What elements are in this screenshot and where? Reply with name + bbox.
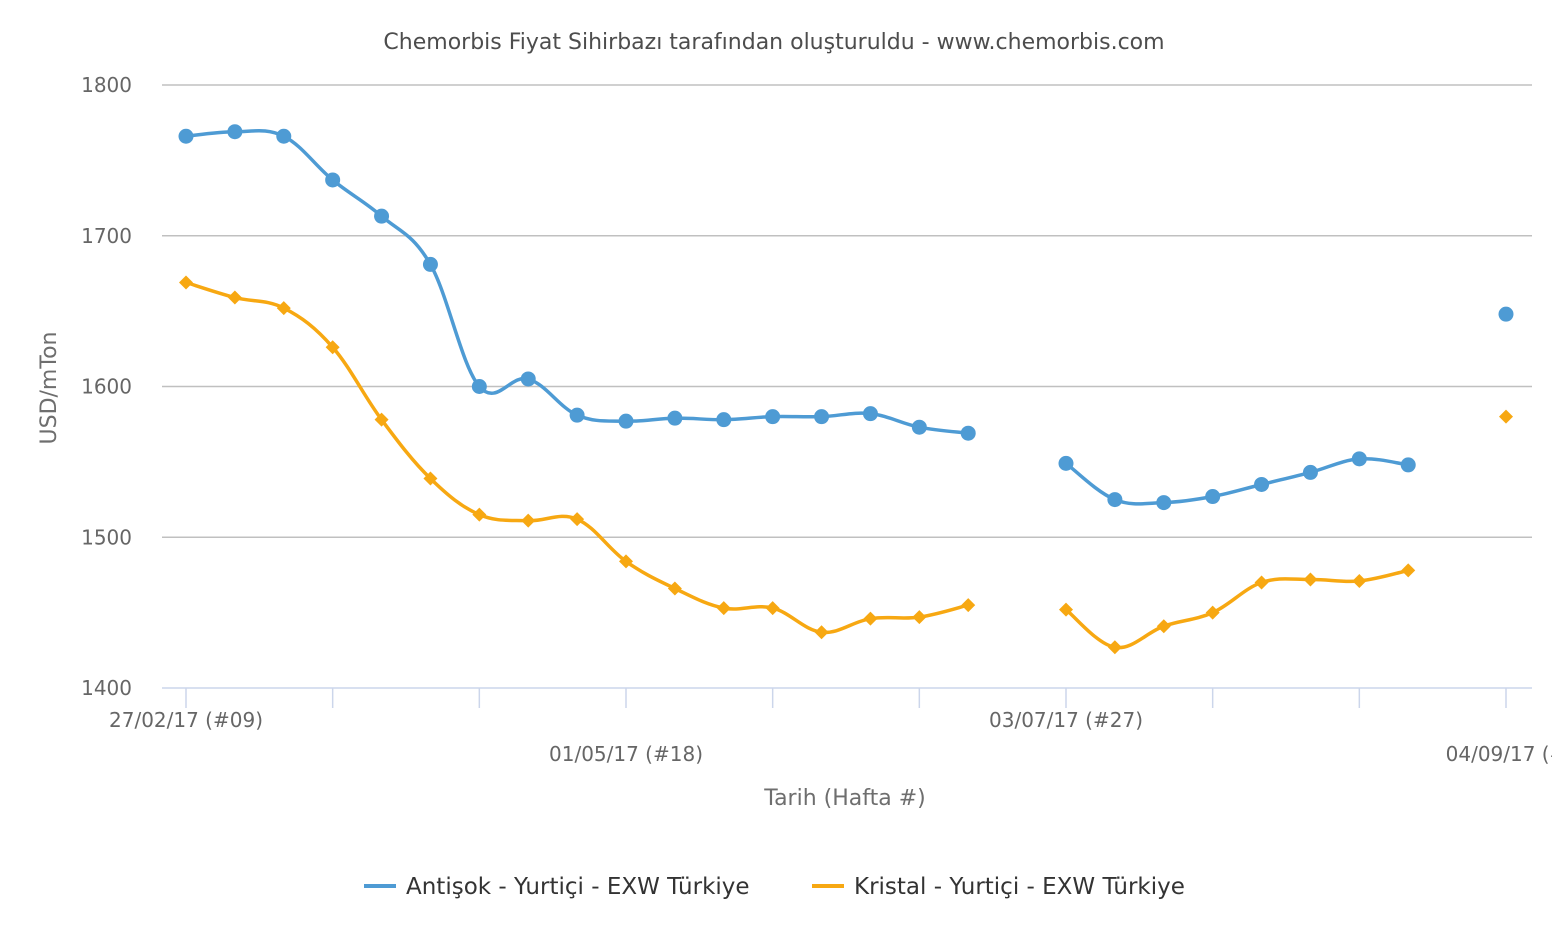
data-point[interactable] bbox=[569, 407, 585, 423]
y-tick-label: 1800 bbox=[81, 73, 132, 97]
data-point[interactable] bbox=[863, 611, 878, 626]
data-point[interactable] bbox=[1205, 489, 1221, 505]
data-point[interactable] bbox=[1058, 455, 1074, 471]
x-axis-title: Tarih (Hafta #) bbox=[763, 786, 925, 811]
data-point[interactable] bbox=[814, 625, 829, 640]
series-line bbox=[184, 128, 970, 435]
data-point[interactable] bbox=[521, 513, 536, 528]
legend-label: Kristal - Yurtiçi - EXW Türkiye bbox=[854, 874, 1185, 900]
data-point[interactable] bbox=[1302, 464, 1318, 480]
y-tick-label: 1400 bbox=[81, 676, 132, 700]
data-point[interactable] bbox=[374, 208, 390, 224]
data-point[interactable] bbox=[667, 581, 682, 596]
data-point[interactable] bbox=[911, 419, 927, 435]
data-point[interactable] bbox=[1107, 492, 1123, 508]
series-layer bbox=[178, 124, 1514, 655]
legend-item[interactable]: Kristal - Yurtiçi - EXW Türkiye bbox=[812, 874, 1185, 900]
data-point[interactable] bbox=[1351, 451, 1367, 467]
data-point[interactable] bbox=[276, 128, 292, 144]
data-point[interactable] bbox=[423, 471, 438, 486]
x-axis-ticks: 27/02/17 (#09) 01/05/17 (#18) 03/07/17 (#2… bbox=[109, 688, 1552, 766]
data-point[interactable] bbox=[765, 601, 780, 616]
x-tick-label: 04/09/17 (# bbox=[1446, 742, 1552, 766]
legend-item[interactable]: Antişok - Yurtiçi - EXW Türkiye bbox=[364, 874, 750, 900]
data-point[interactable] bbox=[961, 598, 976, 613]
data-point[interactable] bbox=[1156, 619, 1171, 634]
gridlines bbox=[162, 84, 1532, 538]
data-point[interactable] bbox=[1499, 409, 1513, 424]
data-point[interactable] bbox=[619, 554, 633, 569]
data-point[interactable] bbox=[422, 256, 438, 272]
data-point[interactable] bbox=[325, 172, 341, 188]
series-line bbox=[184, 280, 970, 635]
x-tick-label: 01/05/17 (#18) bbox=[549, 742, 703, 766]
data-point[interactable] bbox=[716, 601, 731, 616]
data-point[interactable] bbox=[765, 409, 781, 425]
data-point[interactable] bbox=[178, 128, 194, 144]
y-tick-label: 1500 bbox=[81, 525, 132, 549]
legend-label: Antişok - Yurtiçi - EXW Türkiye bbox=[406, 874, 750, 900]
data-point[interactable] bbox=[276, 301, 291, 316]
data-point[interactable] bbox=[1498, 306, 1514, 322]
data-point[interactable] bbox=[1107, 640, 1122, 655]
x-tick-label: 03/07/17 (#27) bbox=[989, 708, 1143, 732]
data-point[interactable] bbox=[1352, 573, 1367, 588]
data-point[interactable] bbox=[472, 507, 487, 522]
y-tick-label: 1700 bbox=[81, 224, 132, 248]
data-point[interactable] bbox=[325, 340, 340, 355]
data-point[interactable] bbox=[912, 610, 927, 625]
y-tick-label: 1600 bbox=[81, 375, 132, 399]
data-point[interactable] bbox=[862, 406, 878, 422]
x-tick-label: 27/02/17 (#09) bbox=[109, 708, 263, 732]
chart-title: Chemorbis Fiyat Sihirbazı tarafından olu… bbox=[383, 30, 1164, 55]
data-point[interactable] bbox=[1303, 572, 1318, 587]
data-point[interactable] bbox=[570, 512, 585, 527]
series-kristal bbox=[179, 275, 1513, 655]
data-point[interactable] bbox=[1156, 495, 1172, 511]
y-axis-ticks: 1800 1700 1600 1500 1400 bbox=[81, 73, 132, 700]
data-point[interactable] bbox=[960, 425, 976, 441]
data-point[interactable] bbox=[1254, 476, 1270, 492]
data-point[interactable] bbox=[227, 124, 243, 140]
data-point[interactable] bbox=[471, 379, 487, 394]
data-point[interactable] bbox=[1401, 563, 1416, 578]
data-point[interactable] bbox=[227, 290, 242, 305]
data-point[interactable] bbox=[814, 409, 830, 425]
data-point[interactable] bbox=[1400, 457, 1416, 473]
data-point[interactable] bbox=[1254, 575, 1269, 590]
data-point[interactable] bbox=[618, 413, 634, 429]
data-point[interactable] bbox=[520, 371, 536, 387]
data-point[interactable] bbox=[1205, 605, 1220, 620]
y-axis-title: USD/mTon bbox=[37, 332, 62, 445]
data-point[interactable] bbox=[374, 412, 389, 427]
series-antisok bbox=[178, 124, 1514, 511]
data-point[interactable] bbox=[667, 410, 683, 426]
legend: Antişok - Yurtiçi - EXW Türkiye Kristal -… bbox=[364, 874, 1185, 900]
data-point[interactable] bbox=[716, 412, 732, 428]
data-point[interactable] bbox=[179, 275, 193, 290]
data-point[interactable] bbox=[1059, 602, 1073, 617]
